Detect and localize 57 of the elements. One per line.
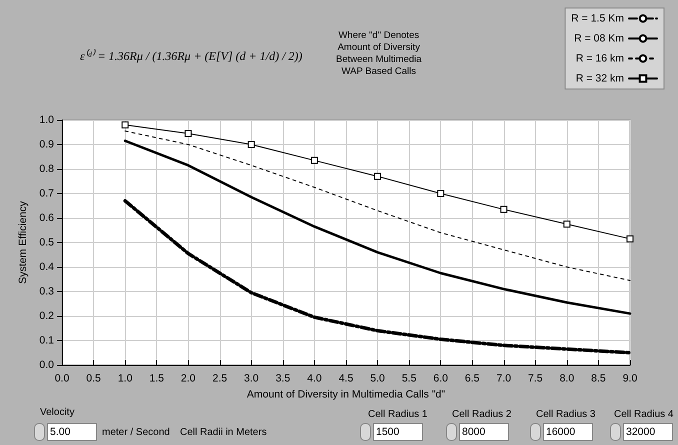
- text: Cell Radii in Meters: [180, 426, 267, 439]
- y-tick-label: 0.3: [39, 286, 54, 298]
- x-tick-label: 1.0: [118, 372, 133, 384]
- legend-label: R = 32 km: [576, 72, 624, 84]
- x-tick-label: 5.0: [370, 372, 386, 384]
- legend-label: R = 16 km: [576, 52, 624, 64]
- y-tick-label: 0.5: [39, 236, 54, 248]
- y-tick-label: 0.1: [39, 334, 54, 346]
- x-tick-label: 0.0: [54, 372, 70, 384]
- text: meter / Second: [102, 426, 170, 439]
- legend-label: R = 1.5 Km: [571, 12, 624, 24]
- point: [184, 130, 192, 137]
- x-tick-label: 7.5: [528, 372, 543, 384]
- line-series: [124, 140, 632, 315]
- x-tick-label: 4.5: [338, 372, 354, 384]
- legend-label: R = 08 Km: [574, 32, 624, 44]
- x-tick-label: 9.0: [622, 372, 638, 384]
- x-tick-label: 3.5: [276, 372, 290, 384]
- x-tick-label: 7.0: [496, 372, 512, 384]
- y-tick-label: 0.6: [39, 212, 54, 224]
- x-axis-title: Amount of Diversity in Multimedia Calls "d": [246, 388, 446, 400]
- x-tick-label: 6.0: [433, 372, 448, 384]
- text: ε⁽ᵈ⁾ = 1.36Rμ / (1.36Rμ + (E[V] (d + 1/d) / 2)): [80, 49, 302, 63]
- x-tick-label: 5.5: [402, 372, 417, 384]
- y-tick-label: 0.0: [39, 359, 54, 371]
- point: [248, 141, 255, 148]
- x-tick-label: 3.0: [244, 372, 259, 384]
- x-tick-label: 0.5: [86, 372, 102, 384]
- y-tick-label: 0.8: [39, 163, 54, 175]
- point: [310, 156, 318, 164]
- point: [563, 220, 570, 228]
- y-tick-label: 0.4: [39, 261, 54, 273]
- point: [626, 235, 634, 242]
- point: [374, 172, 382, 180]
- text: Where "d" Denotes Amount of Diversity Between Multimedia WAP Based Calls: [336, 30, 422, 78]
- x-tick-label: 1.5: [149, 372, 164, 384]
- x-tick-label: 6.5: [464, 372, 480, 384]
- x-tick-label: 2.5: [212, 372, 228, 384]
- point: [122, 121, 129, 128]
- y-tick-label: 1.0: [39, 114, 54, 126]
- y-tick-label: 0.9: [39, 138, 54, 150]
- text: Cell Radius 4: [614, 408, 674, 421]
- point: [500, 206, 508, 213]
- x-tick-label: 2.0: [180, 372, 196, 384]
- y-tick-label: 0.2: [39, 310, 54, 322]
- x-tick-label: 8.5: [591, 372, 606, 384]
- text: Cell Radius 3: [536, 408, 596, 421]
- text: Cell Radius 2: [452, 408, 512, 421]
- line-series: [123, 199, 632, 354]
- line-series: [124, 130, 630, 281]
- text: Velocity: [40, 406, 74, 419]
- x-tick-label: 4.0: [307, 372, 322, 384]
- y-tick-label: 0.7: [39, 188, 54, 200]
- y-axis-title: System Efficiency: [17, 200, 30, 284]
- x-tick-label: 8.0: [560, 372, 574, 384]
- point: [437, 190, 444, 197]
- text: Cell Radius 1: [368, 408, 428, 421]
